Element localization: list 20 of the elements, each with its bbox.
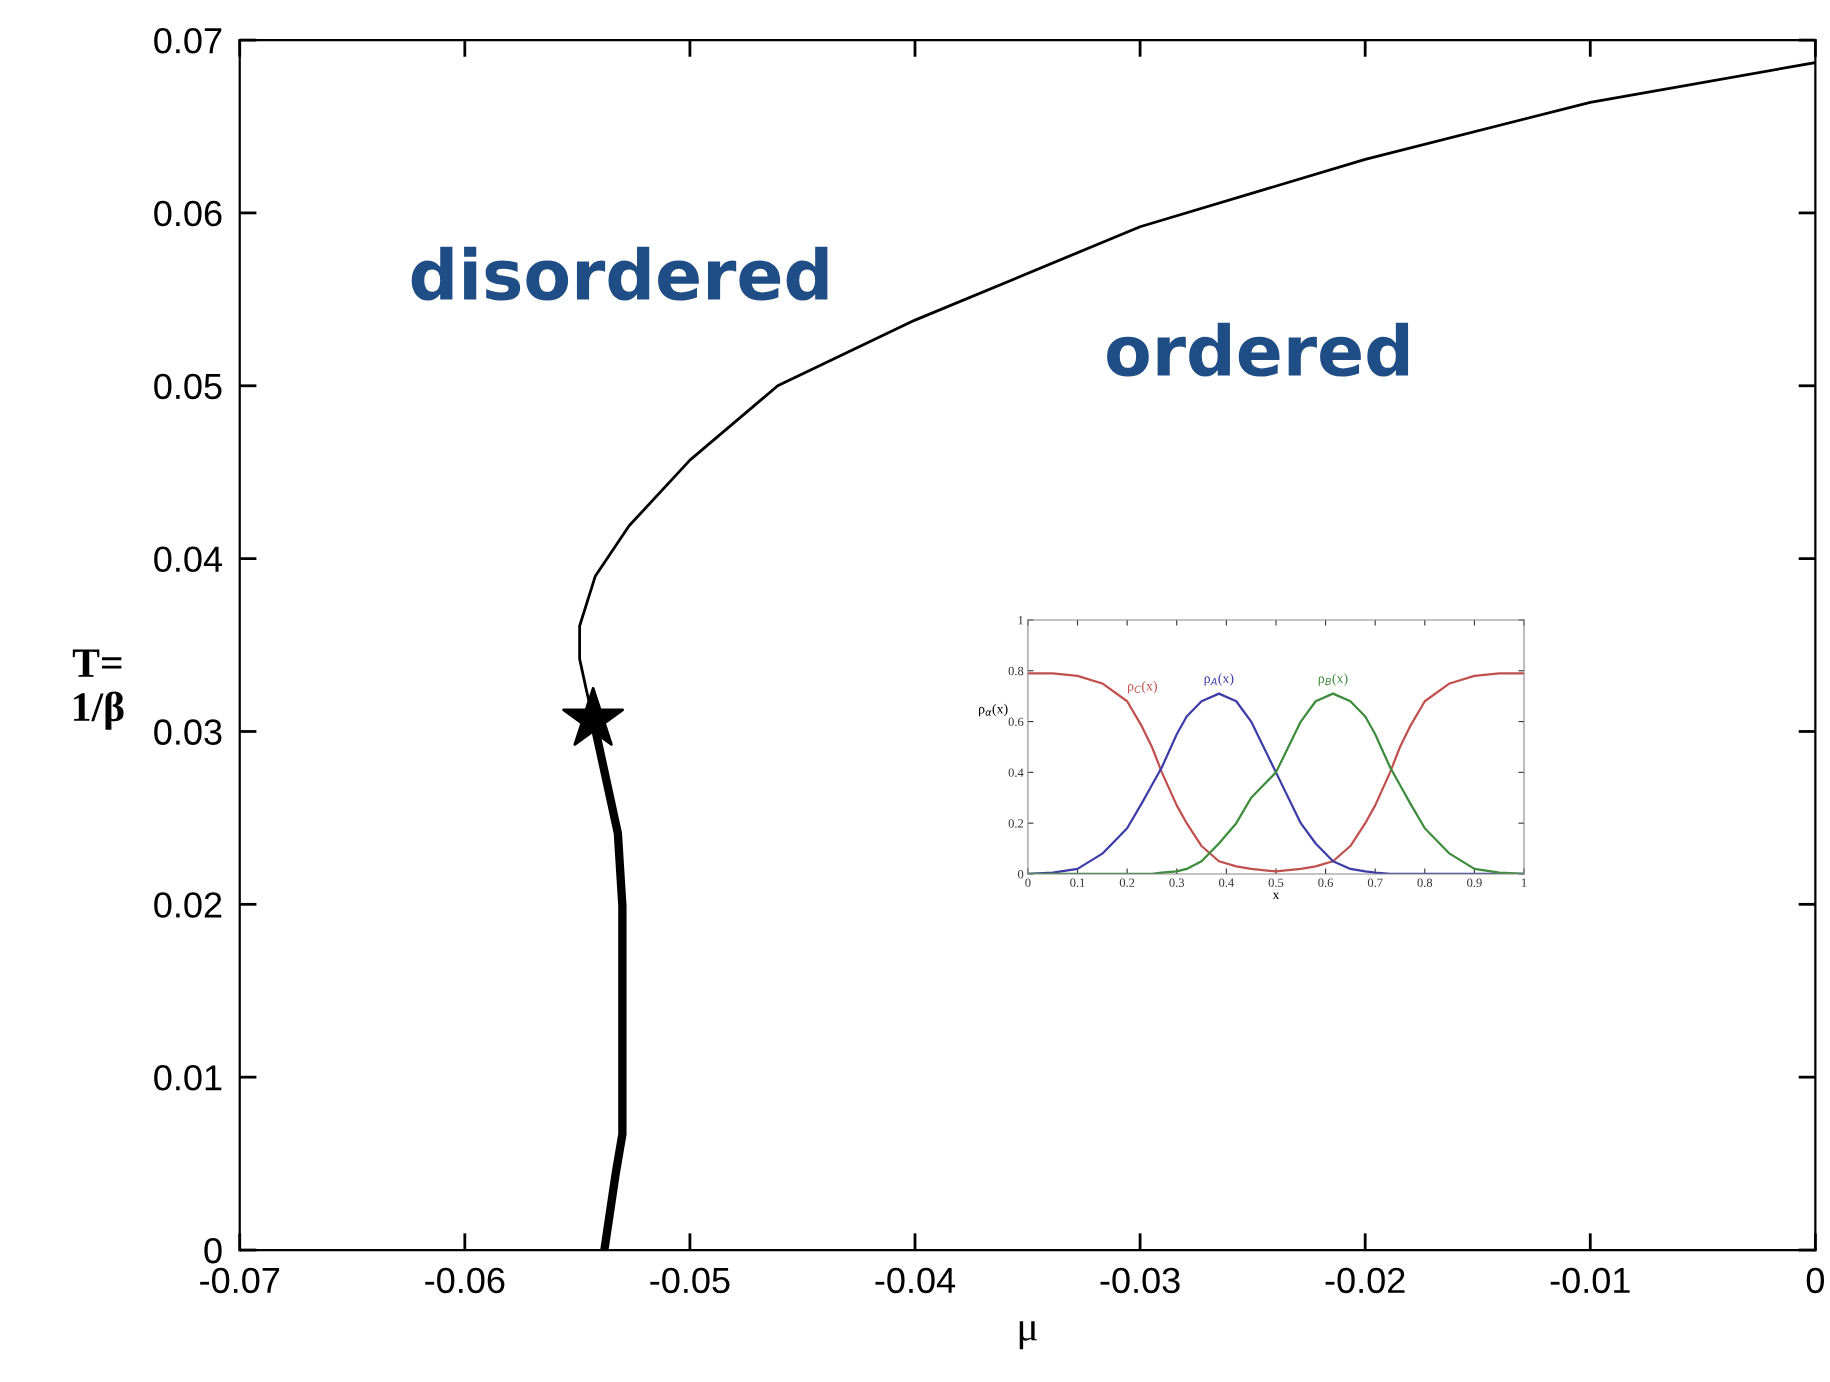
y-tick-label: 0.01 (154, 1065, 222, 1091)
y-tick-label: 0.04 (154, 546, 223, 573)
annotation: disordered (411, 246, 828, 301)
x-tick-label: -0.06 (425, 1267, 505, 1294)
x-tick-label: -0.03 (1100, 1267, 1180, 1294)
y-tick-label: 0.03 (154, 719, 222, 745)
y-tick-label: 0.06 (154, 200, 222, 227)
x-tick-label: -0.04 (875, 1267, 956, 1294)
y-axis-title: T= 1/β (72, 649, 124, 730)
x-tick-label: -0.07 (200, 1267, 280, 1294)
y-tick-label: 0 (204, 1237, 222, 1264)
y-tick-label: 0.05 (154, 373, 222, 400)
x-tick-label: -0.05 (650, 1267, 730, 1294)
y-tick-label: 0.07 (154, 27, 222, 54)
y-tick-label: 0.02 (154, 892, 222, 918)
x-tick-label: -0.01 (1550, 1267, 1630, 1294)
x-axis-title: μ (1019, 1321, 1038, 1350)
x-tick-label: -0.02 (1325, 1267, 1405, 1294)
x-tick-label: 0 (1806, 1267, 1824, 1294)
annotation: ordered (1107, 322, 1409, 377)
